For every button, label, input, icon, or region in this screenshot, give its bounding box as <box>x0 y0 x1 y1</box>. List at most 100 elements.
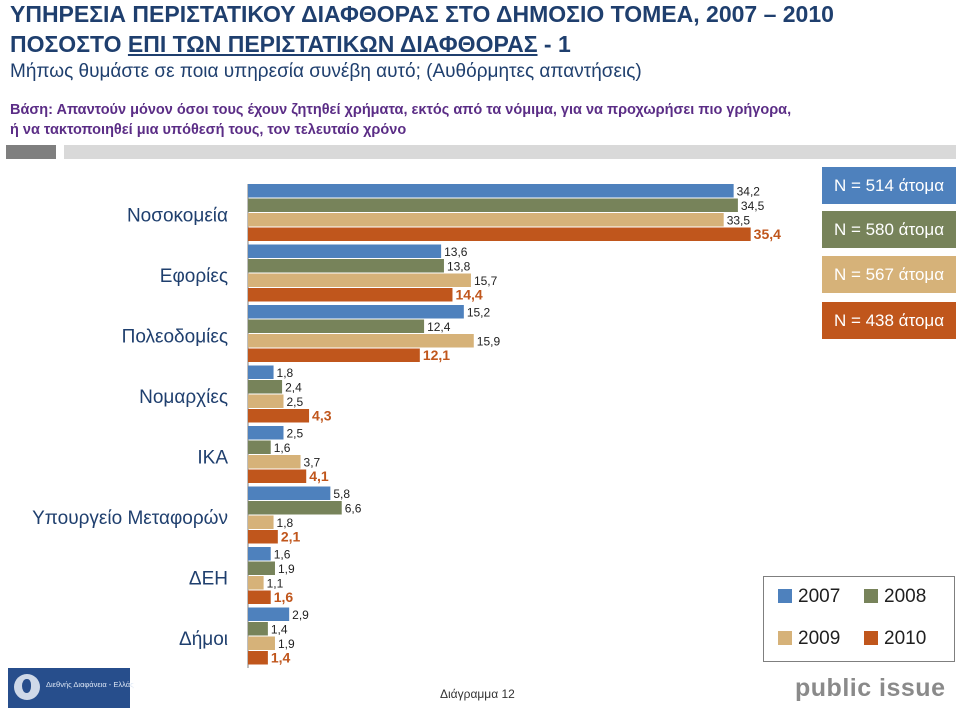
category-label: Δήμοι <box>179 629 228 650</box>
logo-left-text: Διεθνής Διαφάνεια - Ελλάς <box>46 680 134 689</box>
data-label-2010: 35,4 <box>754 226 781 242</box>
data-label-2007: 1,6 <box>274 548 291 562</box>
legend-item-2009: 2009 <box>778 627 840 651</box>
data-label-2010: 12,1 <box>423 347 450 363</box>
bar-2010 <box>248 651 268 665</box>
bar-2007 <box>248 607 290 621</box>
title-line-2: ΠΟΣΟΣΤΟ ΕΠΙ ΤΩΝ ΠΕΡΙΣΤΑΤΙΚΩΝ ΔΙΑΦΘΟΡΑΣ -… <box>10 30 571 58</box>
data-label-2009: 15,7 <box>474 274 498 288</box>
chart-legend: 2007 2008 2009 2010 <box>763 576 955 662</box>
title-line-2-suffix: - 1 <box>537 31 571 57</box>
legend-swatch-2009 <box>778 631 792 645</box>
bar-2010 <box>248 348 420 362</box>
bar-2007 <box>248 426 284 440</box>
data-label-2010: 4,3 <box>312 408 332 424</box>
data-label-2009: 1,1 <box>267 577 284 591</box>
globe-icon <box>14 674 40 700</box>
legend-item-2010: 2010 <box>864 627 926 651</box>
data-label-2009: 15,9 <box>477 335 501 349</box>
data-label-2007: 15,2 <box>467 306 491 320</box>
data-label-2008: 1,4 <box>271 623 288 637</box>
data-label-2010: 1,4 <box>271 650 291 666</box>
data-label-2008: 6,6 <box>345 502 362 516</box>
bar-2007 <box>248 547 271 561</box>
transparency-international-logo: Διεθνής Διαφάνεια - Ελλάς <box>8 668 134 708</box>
bar-2008 <box>248 259 444 273</box>
data-label-2009: 2,5 <box>287 395 304 409</box>
data-label-2007: 5,8 <box>333 487 350 501</box>
data-label-2007: 2,9 <box>292 608 309 622</box>
basis-text: Βάση: Απαντούν μόνον όσοι τους έχουν ζητ… <box>10 100 910 140</box>
title-line-2-underlined: ΕΠΙ ΤΩΝ ΠΕΡΙΣΤΑΤΙΚΩΝ ΔΙΑΦΘΟΡΑΣ <box>127 31 538 57</box>
data-label-2010: 2,1 <box>281 529 301 545</box>
data-label-2009: 1,8 <box>277 516 294 530</box>
bar-2009 <box>248 273 471 287</box>
data-label-2007: 34,2 <box>737 185 761 199</box>
bar-2007 <box>248 184 734 198</box>
data-label-2010: 14,4 <box>455 287 482 303</box>
bar-2009 <box>248 636 275 650</box>
category-label: ΙΚΑ <box>197 447 228 468</box>
divider-dark-segment <box>6 145 56 159</box>
data-label-2008: 34,5 <box>741 199 765 213</box>
data-label-2008: 1,6 <box>274 441 291 455</box>
bar-2009 <box>248 455 301 469</box>
data-label-2010: 1,6 <box>274 589 294 605</box>
data-label-2007: 1,8 <box>277 366 294 380</box>
data-label-2009: 33,5 <box>727 214 751 228</box>
legend-swatch-2010 <box>864 631 878 645</box>
bar-2009 <box>248 334 474 348</box>
bar-2010 <box>248 288 453 302</box>
bar-2010 <box>248 409 310 423</box>
category-label: Υπουργείο Μεταφορών <box>32 508 228 529</box>
data-label-2008: 1,9 <box>278 562 295 576</box>
category-label: Νοσοκομεία <box>127 205 228 226</box>
legend-item-2007: 2007 <box>778 585 840 609</box>
bar-2007 <box>248 244 442 258</box>
legend-item-2008: 2008 <box>864 585 926 609</box>
basis-line-1: Βάση: Απαντούν μόνον όσοι τους έχουν ζητ… <box>10 102 792 118</box>
category-label: Πολεοδομίες <box>122 326 228 347</box>
category-label: Νομαρχίες <box>139 387 228 408</box>
public-issue-logo: public issue <box>795 674 946 702</box>
bar-chart: Νοσοκομεία 34,234,533,535,4 Εφορίες 13,613,… <box>32 184 781 668</box>
bar-2008 <box>248 622 268 636</box>
bar-2008 <box>248 380 283 394</box>
bar-2010 <box>248 227 751 241</box>
data-label-2010: 4,1 <box>309 468 329 484</box>
bar-2008 <box>248 440 271 454</box>
divider-light-segment <box>64 145 956 159</box>
bar-2007 <box>248 305 464 319</box>
bar-2009 <box>248 576 264 590</box>
legend-swatch-2007 <box>778 589 792 603</box>
bar-2010 <box>248 530 278 544</box>
bar-2008 <box>248 319 425 333</box>
sample-size-2010: N = 438 άτομα <box>822 302 956 339</box>
data-label-2008: 13,8 <box>447 260 471 274</box>
data-label-2007: 2,5 <box>287 427 304 441</box>
bar-2009 <box>248 394 284 408</box>
category-label: Εφορίες <box>160 266 228 287</box>
data-label-2007: 13,6 <box>444 245 468 259</box>
legend-swatch-2008 <box>864 589 878 603</box>
bar-2010 <box>248 590 271 604</box>
sample-size-2009: N = 567 άτομα <box>822 256 956 293</box>
data-label-2009: 3,7 <box>304 456 321 470</box>
question-text: Μήπως θυμάστε σε ποια υπηρεσία συνέβη αυ… <box>10 61 642 82</box>
bar-2009 <box>248 213 724 227</box>
bar-2007 <box>248 365 274 379</box>
sample-size-2008: N = 580 άτομα <box>822 211 956 248</box>
bar-2007 <box>248 486 331 500</box>
sample-size-2007: N = 514 άτομα <box>822 167 956 204</box>
data-label-2009: 1,9 <box>278 637 295 651</box>
title-line-2-prefix: ΠΟΣΟΣΤΟ <box>10 31 128 57</box>
bar-2008 <box>248 561 275 575</box>
bar-2010 <box>248 469 307 483</box>
bar-2009 <box>248 515 274 529</box>
chart-caption: Διάγραμμα 12 <box>440 687 515 701</box>
category-label: ΔΕΗ <box>189 568 228 589</box>
bar-2008 <box>248 198 738 212</box>
data-label-2008: 2,4 <box>285 381 302 395</box>
header-divider <box>6 145 956 159</box>
basis-line-2: ή να τακτοποιηθεί μια υπόθεσή τους, τον … <box>10 122 407 138</box>
